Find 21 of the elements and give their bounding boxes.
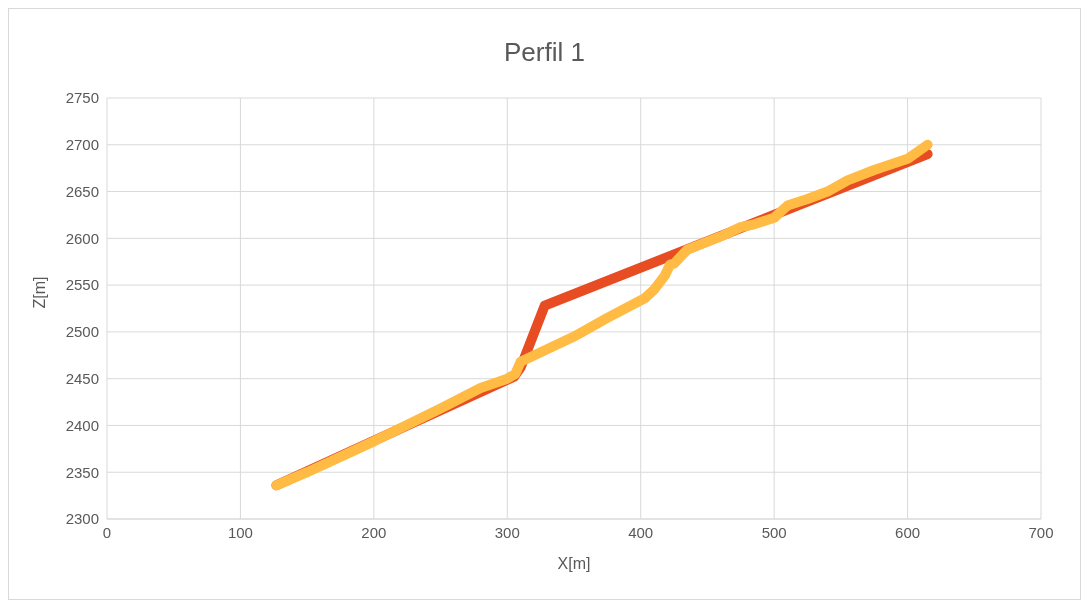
- x-tick-label: 0: [102, 523, 112, 541]
- y-tick-label: 2400: [65, 416, 99, 434]
- x-tick-label: 200: [361, 523, 387, 541]
- y-axis-title: Z[m]: [30, 276, 48, 309]
- x-tick-label: 300: [494, 523, 520, 541]
- y-tick-label: 2750: [65, 89, 99, 107]
- y-tick-label: 2300: [65, 510, 99, 528]
- x-tick-label: 600: [895, 523, 921, 541]
- y-tick-label: 2450: [65, 369, 99, 387]
- y-tick-label: 2550: [65, 276, 99, 294]
- y-tick-label: 2350: [65, 463, 99, 481]
- x-tick-label: 400: [628, 523, 654, 541]
- y-tick-label: 2700: [65, 136, 99, 154]
- x-tick-label: 500: [761, 523, 787, 541]
- x-axis-title: X[m]: [557, 555, 591, 572]
- chart-title: Perfil 1: [503, 37, 586, 68]
- y-tick-label: 2600: [65, 229, 99, 247]
- y-tick-label: 2650: [65, 182, 99, 200]
- y-tick-label: 2500: [65, 323, 99, 341]
- x-tick-label: 700: [1028, 523, 1054, 541]
- x-tick-label: 100: [227, 523, 253, 541]
